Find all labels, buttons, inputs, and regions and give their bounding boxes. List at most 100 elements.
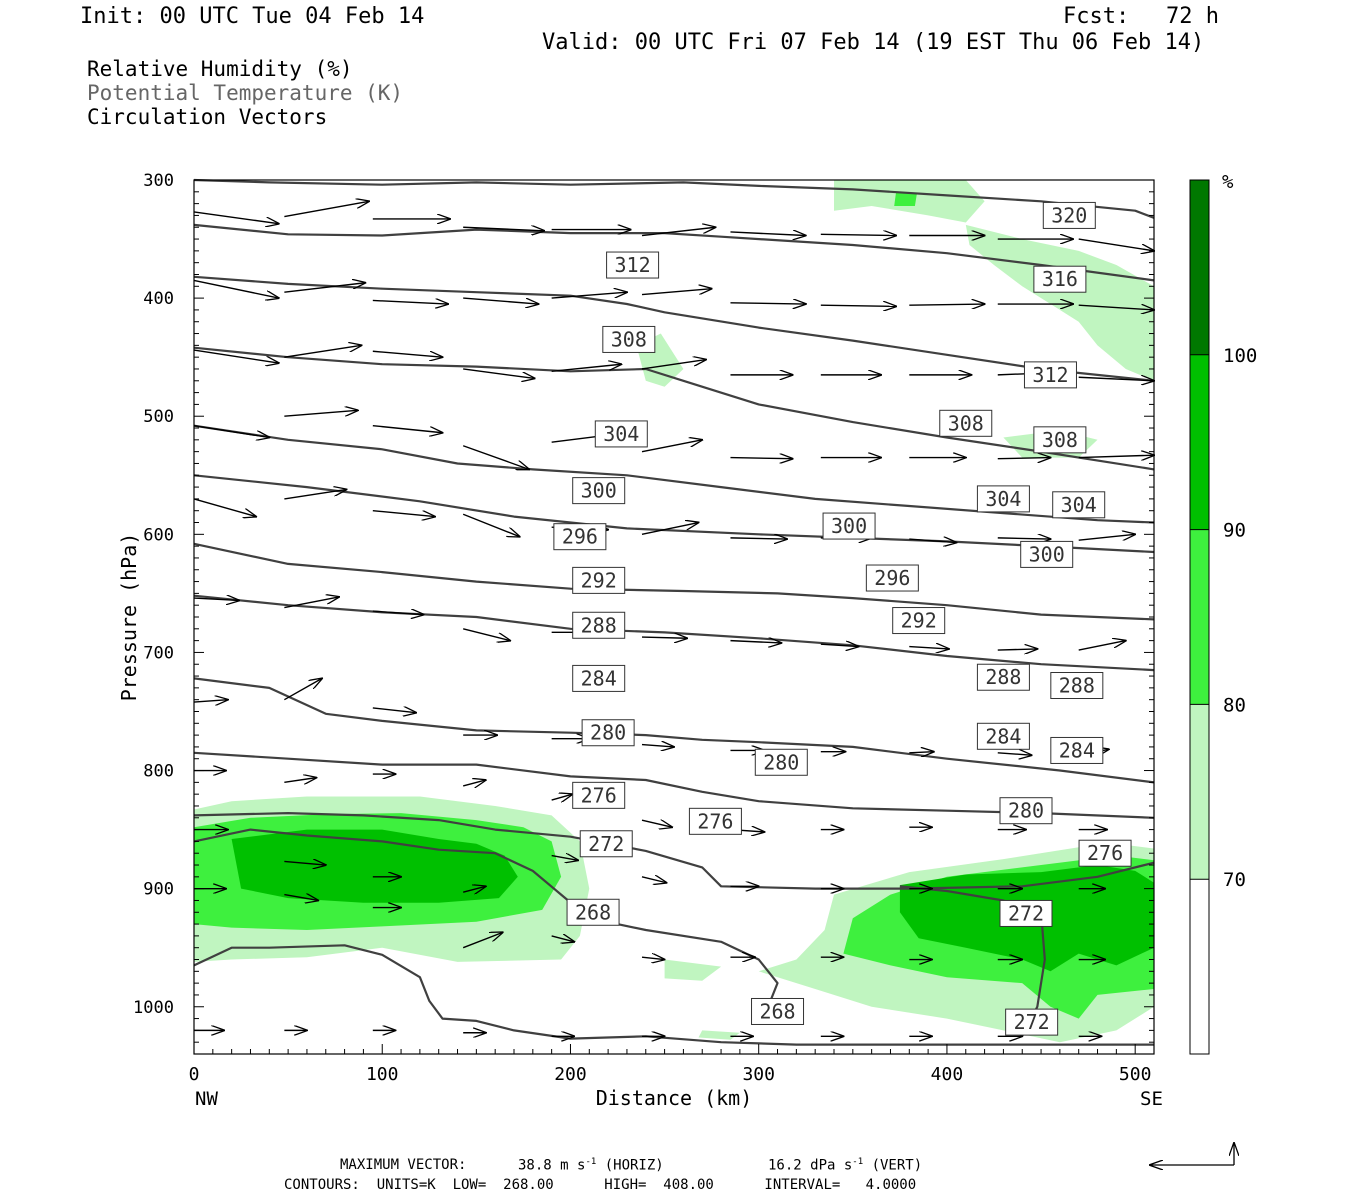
contour-label-text: 308: [611, 327, 647, 351]
y-tick-label: 600: [143, 525, 174, 545]
contour-label-text: 308: [1042, 428, 1078, 452]
circulation-vector: [641, 360, 706, 370]
circulation-vector: [820, 305, 896, 306]
circulation-vector: [372, 300, 448, 304]
circulation-vector: [372, 350, 443, 357]
circulation-vector: [193, 349, 279, 363]
contour-label-box: [581, 719, 635, 747]
max-vert-text: 16.2 dPa s: [768, 1157, 853, 1174]
y-tick-label: 400: [143, 289, 174, 309]
contour-label-box: [1042, 201, 1096, 229]
isentrope-288: [193, 677, 1155, 784]
contour-label-box: [688, 807, 742, 835]
colorbar-level-label: 70: [1223, 869, 1246, 891]
circulation-vector: [193, 279, 279, 298]
contour-label: 300: [572, 477, 626, 505]
contour-label-text: 296: [874, 566, 910, 590]
circulation-vector: [820, 644, 859, 646]
circulation-vector: [997, 538, 1051, 539]
circulation-vector: [551, 936, 575, 942]
circulation-vector: [1078, 377, 1154, 381]
contour-label-text: 284: [581, 666, 617, 690]
contour-label-text: 304: [603, 422, 639, 446]
contour-label: 272: [1005, 1008, 1059, 1036]
nw-end-label: NW: [195, 1088, 218, 1110]
isentrope-304: [193, 424, 1155, 524]
circulation-vector: [1078, 455, 1154, 457]
y-tick-label: 1000: [133, 998, 174, 1018]
contour-label-text: 316: [1042, 267, 1078, 291]
circulation-vector: [551, 364, 622, 373]
circulation-vector: [730, 538, 786, 539]
circulation-vector: [463, 368, 535, 378]
contour-label: 292: [892, 607, 946, 635]
circulation-vector: [462, 932, 503, 949]
circulation-vector: [284, 678, 322, 701]
circulation-vector: [1078, 238, 1154, 251]
contour-label-box: [1023, 361, 1077, 389]
circulation-vector: [463, 227, 544, 231]
circulation-vector: [462, 780, 486, 786]
contour-label: 308: [1033, 426, 1087, 454]
circulation-vector: [997, 649, 1038, 650]
rh-region-90: [231, 829, 518, 903]
contour-label-text: 272: [1014, 1010, 1050, 1034]
contour-label: 268: [566, 898, 620, 926]
circulation-vector: [1078, 641, 1126, 651]
contour-label: 284: [1050, 736, 1104, 764]
contour-label-box: [1033, 265, 1087, 293]
y-tick-label: 800: [143, 762, 174, 782]
isentrope-284: [193, 751, 1155, 819]
circulation-vector: [909, 539, 956, 543]
x-axis-title: Distance (km): [596, 1086, 753, 1110]
circulation-vector: [551, 794, 573, 800]
isentrope-268: [193, 944, 1154, 1046]
contour-label: 272: [579, 830, 633, 858]
rh-region-80: [894, 191, 917, 206]
contour-label: 300: [1020, 540, 1074, 568]
contour-label-text: 288: [581, 613, 617, 637]
reference-vector-icon: [1150, 1143, 1234, 1165]
circulation-vector: [372, 708, 416, 713]
contour-label-text: 308: [948, 411, 984, 435]
contour-label: 280: [754, 748, 808, 776]
circulation-vector: [193, 598, 239, 600]
contour-label-text: 312: [615, 253, 651, 277]
contour-label-text: 280: [763, 750, 799, 774]
x-tick-label: 500: [1119, 1064, 1152, 1085]
contour-label-box: [976, 663, 1030, 691]
circulation-vector: [730, 232, 805, 236]
circulation-vector: [284, 778, 316, 783]
contour-label-box: [1033, 426, 1087, 454]
contour-label-box: [751, 997, 805, 1025]
max-vert-exponent: -1: [852, 1157, 864, 1167]
contour-label-text: 280: [590, 721, 626, 745]
isentrope-308: [193, 346, 1155, 471]
contour-label-text: 304: [985, 487, 1021, 511]
x-tick-label: 200: [554, 1064, 587, 1085]
colorbar-level-label: 80: [1223, 694, 1246, 716]
contour-label-box: [594, 420, 648, 448]
max-vert-value: 16.2 dPa s-1 (VERT): [768, 1157, 922, 1174]
circulation-vector: [551, 856, 578, 861]
circulation-vector: [284, 861, 325, 865]
contour-label: 304: [594, 420, 648, 448]
contour-label-text: 272: [588, 832, 624, 856]
contour-label-box: [1078, 839, 1132, 867]
contour-label: 316: [1033, 265, 1087, 293]
contour-label-box: [892, 607, 946, 635]
contour-label: 276: [572, 781, 626, 809]
circulation-vector: [284, 895, 318, 901]
max-horiz-value: 38.8 m s-1 (HORIZ): [518, 1157, 664, 1174]
contour-label: 284: [572, 664, 626, 692]
contour-label: 304: [976, 485, 1030, 513]
contour-label: 308: [602, 325, 656, 353]
circulation-vector: [462, 886, 486, 892]
contour-label: 320: [1042, 201, 1096, 229]
init-time: Init: 00 UTC Tue 04 Feb 14: [80, 4, 425, 29]
contour-label-text: 292: [581, 568, 617, 592]
isentrope-contours: [193, 178, 1155, 1046]
isentrope-296: [193, 542, 1155, 621]
circulation-vector: [997, 753, 1032, 755]
